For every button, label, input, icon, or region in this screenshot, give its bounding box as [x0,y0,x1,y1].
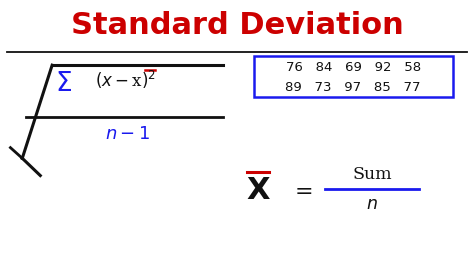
Text: 89   73   97   85   77: 89 73 97 85 77 [285,81,421,94]
Text: Standard Deviation: Standard Deviation [71,11,403,40]
Text: 76   84   69   92   58: 76 84 69 92 58 [285,61,421,74]
Text: Sum: Sum [352,166,392,183]
Text: $n - 1$: $n - 1$ [105,125,151,143]
Text: $n$: $n$ [366,196,378,213]
Text: $=$: $=$ [290,179,312,201]
Text: $\Sigma$: $\Sigma$ [55,71,73,97]
Text: $\mathbf{X}$: $\mathbf{X}$ [246,175,271,206]
Text: $(x - \mathregular{x})^{2}$: $(x - \mathregular{x})^{2}$ [95,69,156,91]
FancyBboxPatch shape [254,56,453,97]
